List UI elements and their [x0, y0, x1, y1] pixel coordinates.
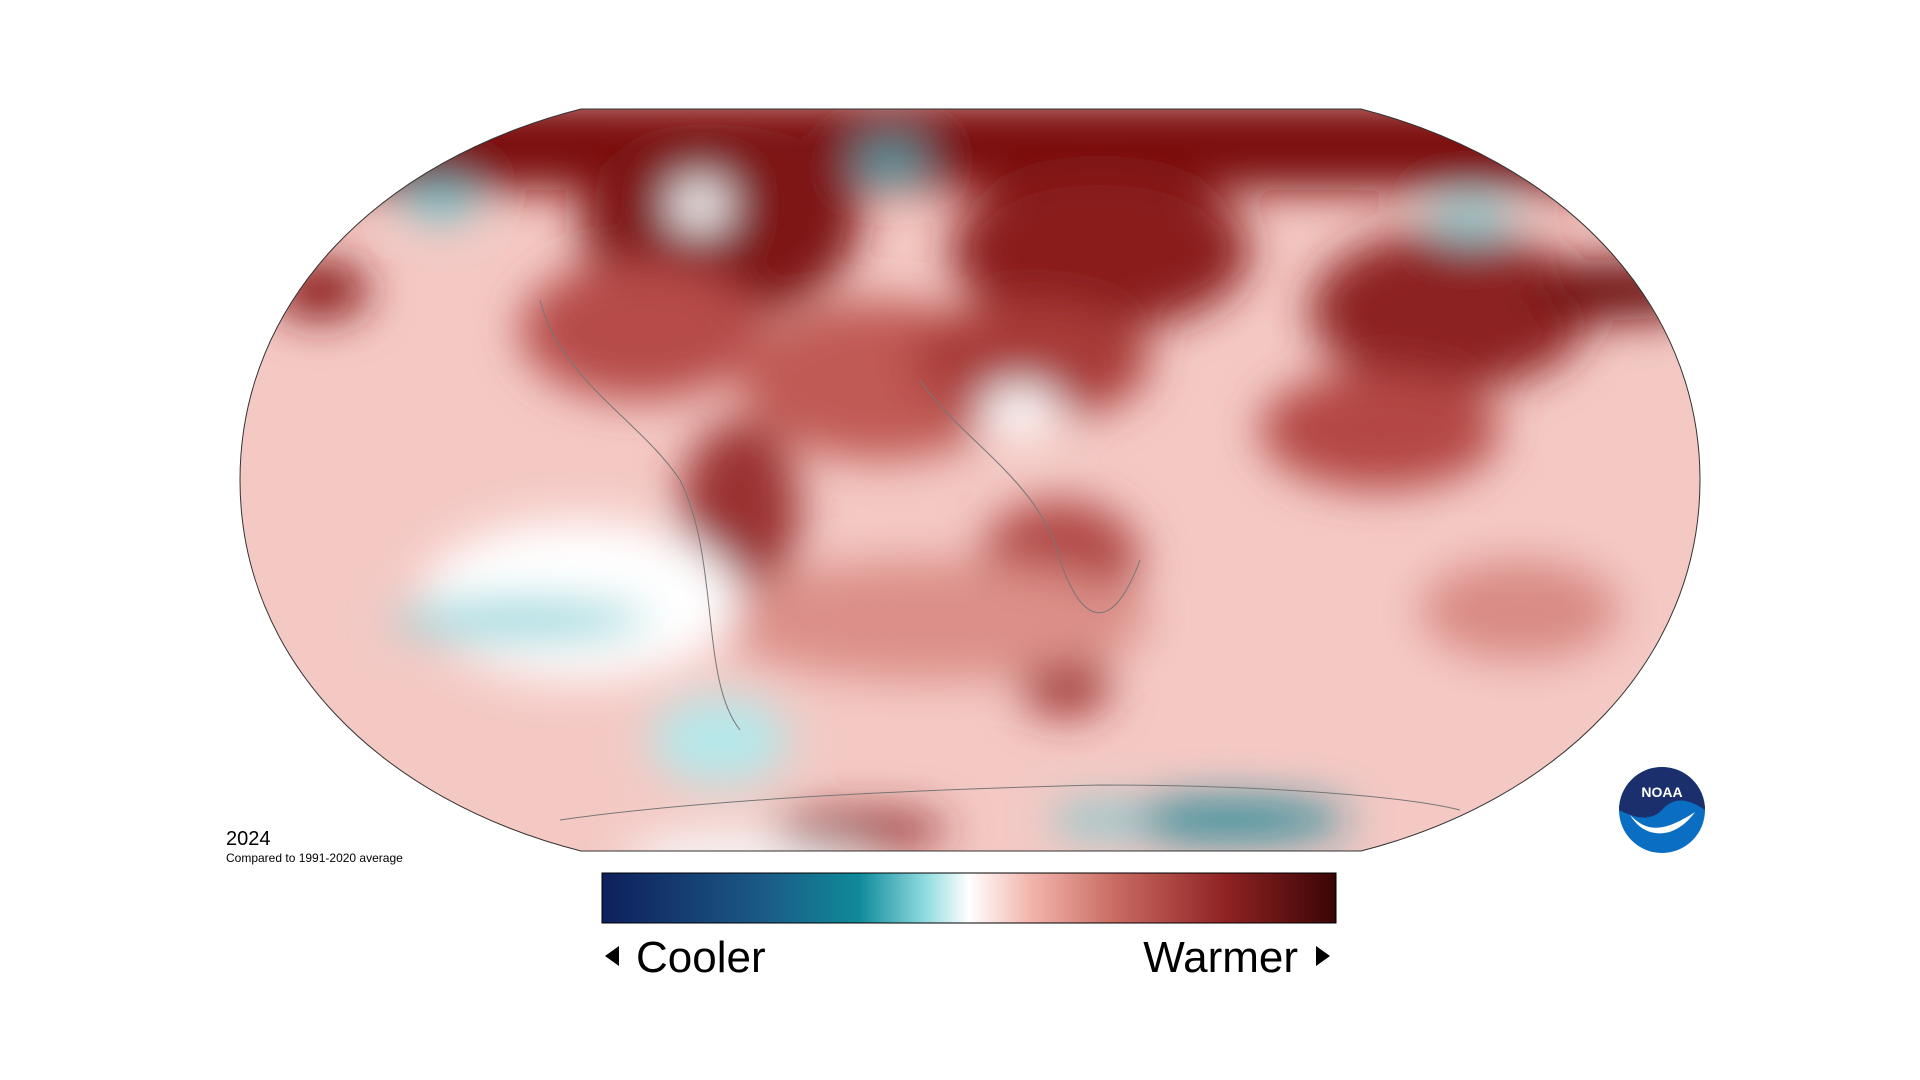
legend-low: Cooler: [636, 933, 766, 982]
logo-text: NOAA: [1641, 784, 1682, 800]
map-outline: [239, 108, 1701, 852]
noaa-logo: NOAA: [1619, 767, 1705, 853]
arrow-left: [605, 946, 619, 966]
anomaly-map: [240, 109, 1700, 851]
map-note: Compared to 1991-2020 average: [226, 851, 403, 865]
color-bar: [601, 872, 1337, 924]
legend-high: Warmer: [1143, 933, 1298, 982]
map-year: 2024: [226, 828, 271, 850]
arrow-right: [1316, 946, 1330, 966]
